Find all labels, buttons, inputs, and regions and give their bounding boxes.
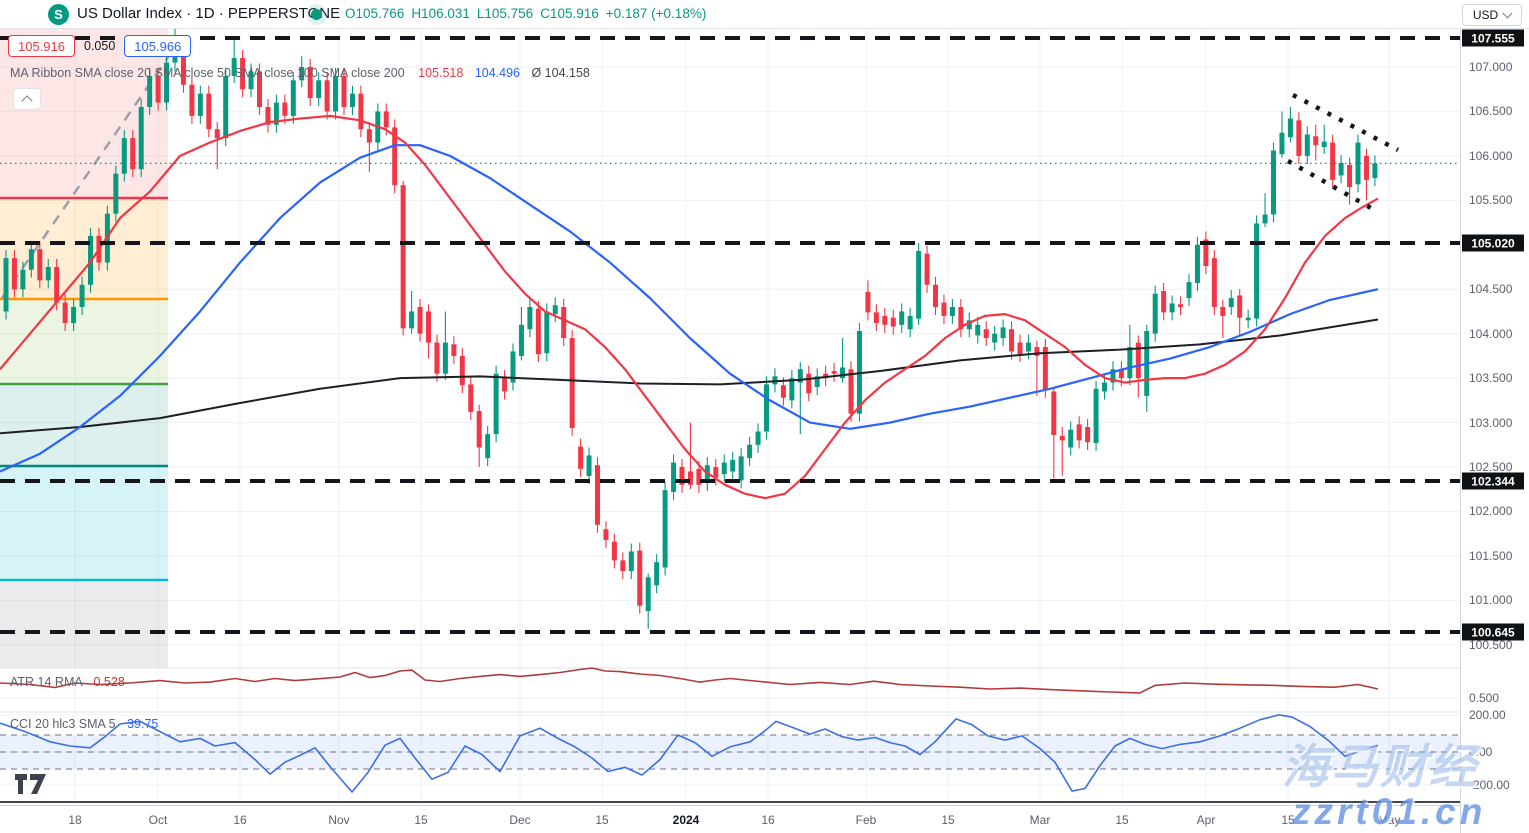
time-axis-label: 16 xyxy=(761,813,775,827)
buy-button[interactable]: 105.966 xyxy=(124,35,192,57)
ohlc-low: L105.756 xyxy=(476,6,534,21)
price-level-badge: 107.555 xyxy=(1462,29,1524,47)
ask-price: 105.966 xyxy=(134,38,182,54)
price-level-badge: 100.645 xyxy=(1462,623,1524,641)
ohlc-change: +0.187 (+0.18%) xyxy=(605,6,707,21)
time-axis-label: 2024 xyxy=(672,813,700,827)
time-axis-label: Feb xyxy=(855,813,877,827)
atr-tick-label: 0.500 xyxy=(1469,691,1500,705)
time-axis[interactable]: 18 Oct 16 Nov 15 Dec 15 2024 16 Feb 15 Mar 15 Apr 15 Ma… xyxy=(0,805,1460,833)
price-tick-label: 104.500 xyxy=(1469,282,1513,297)
time-axis-label: 15 xyxy=(1115,813,1129,827)
price-tick-label: 105.500 xyxy=(1469,193,1513,208)
sell-button[interactable]: 105.916 xyxy=(8,35,75,57)
cci-tick-label: 0.00 xyxy=(1469,745,1493,759)
atr-indicator-legend[interactable]: ATR 14 RMA 0.528 xyxy=(10,675,125,689)
cci-label: CCI 20 hlc3 SMA 5 xyxy=(10,717,116,731)
sma-average-value: Ø 104.158 xyxy=(531,66,590,80)
currency-label: USD xyxy=(1472,8,1499,22)
time-axis-label: 15 xyxy=(1281,813,1295,827)
price-level-badge: 102.344 xyxy=(1462,472,1524,490)
symbol-title[interactable]: US Dollar Index · 1D · PEPPERSTONE xyxy=(77,5,341,22)
price-tick-label: 103.500 xyxy=(1469,371,1513,386)
time-axis-label: 16 xyxy=(233,813,247,827)
ohlc-high: H106.031 xyxy=(411,6,470,21)
sma50-value: 104.496 xyxy=(474,66,520,80)
time-axis-label: 15 xyxy=(941,813,955,827)
time-axis-label: Oct xyxy=(148,813,168,827)
cci-indicator-legend[interactable]: CCI 20 hlc3 SMA 5 39.75 xyxy=(10,717,158,731)
price-tick-label: 106.000 xyxy=(1469,148,1513,163)
time-axis-label: Nov xyxy=(328,813,350,827)
bid-price: 105.916 xyxy=(18,38,65,54)
spread-value: 0.050 xyxy=(84,39,116,53)
price-tick-label: 107.000 xyxy=(1469,59,1513,74)
time-axis-label: 15 xyxy=(414,813,428,827)
sma20-value: 105.518 xyxy=(418,66,464,80)
price-tick-label: 101.500 xyxy=(1469,548,1513,563)
atr-label: ATR 14 RMA xyxy=(10,675,83,689)
ma-ribbon-label: MA Ribbon SMA close 20 SMA close 50 SMA … xyxy=(10,66,405,80)
chevron-up-icon xyxy=(21,94,33,107)
cci-tick-label: -200.00 xyxy=(1469,778,1510,792)
currency-dropdown[interactable]: USD xyxy=(1462,4,1522,26)
price-tick-label: 106.500 xyxy=(1469,104,1513,119)
price-tick-label: 102.500 xyxy=(1469,460,1513,475)
time-axis-label: 15 xyxy=(595,813,609,827)
time-axis-label: Dec xyxy=(509,813,531,827)
watermark-url: zzrt01.cn xyxy=(1292,791,1487,832)
price-tick-label: 100.500 xyxy=(1469,637,1513,652)
price-tick-label: 102.000 xyxy=(1469,504,1513,519)
ohlc-open: O105.766 xyxy=(345,6,405,21)
time-axis-label: Mar xyxy=(1029,813,1051,827)
tradingview-logo[interactable] xyxy=(14,772,48,801)
watermark-text: 海马财经 xyxy=(1282,740,1478,793)
atr-value: 0.528 xyxy=(93,675,125,689)
chart-canvas[interactable] xyxy=(0,0,1460,805)
price-tick-label: 103.000 xyxy=(1469,415,1513,430)
time-axis-label: May xyxy=(1377,813,1401,827)
time-axis-label: 18 xyxy=(68,813,82,827)
symbol-logo-icon: S xyxy=(48,4,69,25)
price-axis[interactable]: 107.000 106.500 106.000 105.500 104.500 104.0… xyxy=(1460,28,1529,833)
bid-ask-row: 105.916 0.050 105.966 xyxy=(8,35,192,57)
chevron-down-icon xyxy=(1502,8,1513,19)
ohlc-readout: O105.766 H106.031 L105.756 C105.916 +0.187 (… xyxy=(345,6,713,21)
cci-value: 39.75 xyxy=(127,717,159,731)
chart-toolbar: S US Dollar Index · 1D · PEPPERSTONE O10… xyxy=(0,0,1529,29)
price-tick-label: 104.000 xyxy=(1469,326,1513,341)
market-status-icon xyxy=(311,9,322,20)
cci-tick-label: 200.00 xyxy=(1469,708,1506,722)
ohlc-close: C105.916 xyxy=(540,6,599,21)
price-level-badge: 105.020 xyxy=(1462,234,1524,252)
ma-ribbon-legend[interactable]: MA Ribbon SMA close 20 SMA close 50 SMA … xyxy=(10,66,590,80)
time-axis-label: Apr xyxy=(1196,813,1216,827)
price-tick-label: 101.000 xyxy=(1469,593,1513,608)
collapse-legend-button[interactable] xyxy=(13,88,41,110)
